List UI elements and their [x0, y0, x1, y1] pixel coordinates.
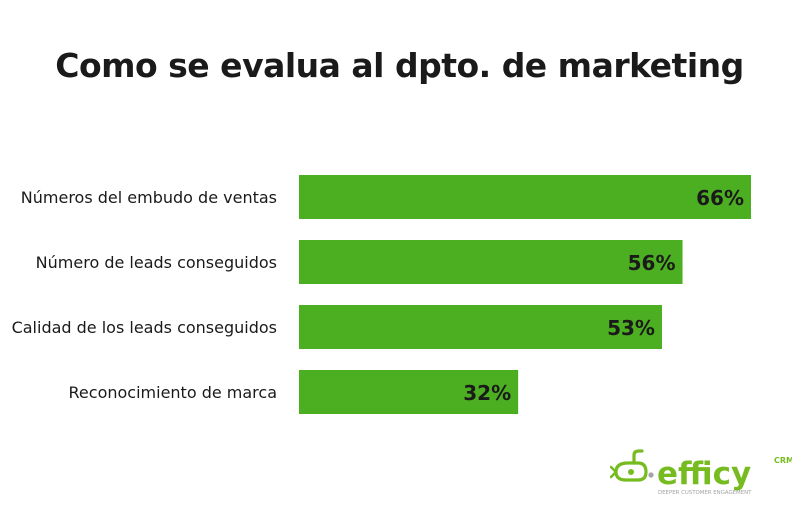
category-label-4: Reconocimiento de marca: [69, 383, 277, 402]
value-label-3: 53%: [607, 316, 655, 340]
value-label-4: 32%: [463, 381, 511, 405]
bar-2: [299, 240, 683, 284]
bar-4: [299, 370, 519, 414]
efficy-logo: efficy CRM DEEPER CUSTOMER ENGAGEMENT: [610, 449, 792, 496]
logo-tagline: DEEPER CUSTOMER ENGAGEMENT: [658, 490, 752, 496]
value-label-1: 66%: [696, 186, 744, 210]
logo-wordmark: efficy: [657, 456, 751, 492]
value-label-2: 56%: [628, 251, 676, 275]
category-label-2: Número de leads conseguidos: [36, 253, 277, 272]
bar-3: [299, 305, 662, 349]
category-label-3: Calidad de los leads conseguidos: [12, 318, 277, 337]
category-label-1: Números del embudo de ventas: [21, 188, 277, 207]
chart-title: Como se evalua al dpto. de marketing: [55, 46, 744, 85]
logo-superscript: CRM: [774, 456, 792, 465]
bar-1: [299, 175, 751, 219]
submarine-icon: [610, 449, 654, 482]
